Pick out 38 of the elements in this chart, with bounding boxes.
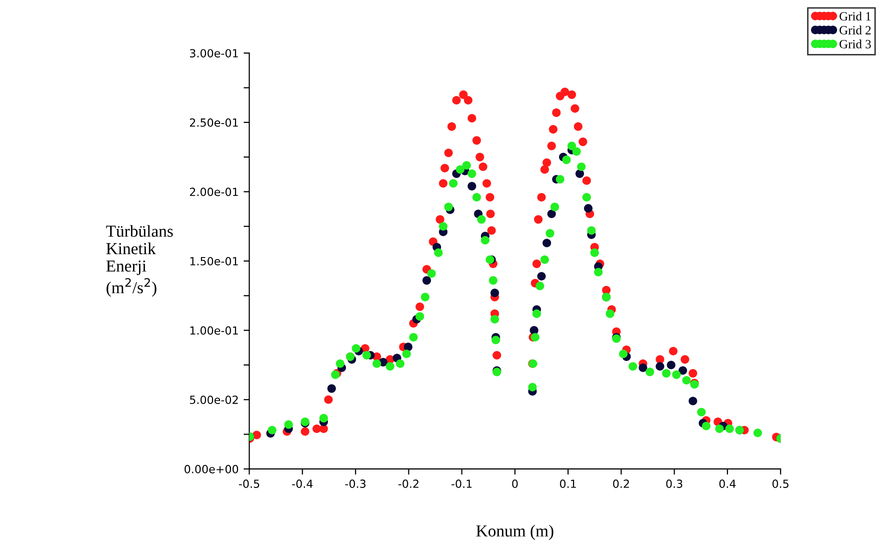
x-tick-label: 0 <box>512 480 518 488</box>
point <box>688 396 698 406</box>
legend-label: Grid 1 <box>840 12 871 21</box>
x-tick-label: -0.4 <box>292 480 313 488</box>
legend-label: Grid 3 <box>840 40 871 48</box>
x-tick-label: -0.5 <box>238 480 260 488</box>
y-tick-label: 1.50e-01 <box>190 256 238 266</box>
point <box>404 342 412 352</box>
point <box>542 238 552 248</box>
y-tick-label: 2.00e-01 <box>190 188 238 196</box>
point <box>422 276 432 285</box>
y-tick-label: 0.00e+00 <box>184 464 238 474</box>
x-tick-label: 0.2 <box>613 480 629 488</box>
point <box>584 204 593 213</box>
y-tick-label: 1.00e-01 <box>190 326 238 335</box>
point <box>468 182 476 190</box>
x-tick-label: 0.1 <box>560 480 576 488</box>
point <box>537 272 546 281</box>
y-axis-title: Türbülans Kinetik Enerji (m$^{2}$/s$^{2}$) <box>106 225 173 297</box>
point <box>327 384 336 393</box>
point <box>638 363 648 372</box>
point <box>656 362 664 371</box>
y-tick-label: 2.50e-01 <box>190 118 238 127</box>
legend-label: Grid 2 <box>840 26 871 34</box>
x-tick-label: -0.3 <box>345 480 366 488</box>
point <box>575 169 584 178</box>
point <box>490 288 500 298</box>
point <box>666 360 676 370</box>
x-tick-label: 0.3 <box>666 480 682 488</box>
y-tick-label: 5.00e-02 <box>190 396 238 404</box>
point <box>547 210 556 218</box>
x-tick-label: -0.1 <box>452 480 472 488</box>
x-tick-label: -0.2 <box>398 480 418 488</box>
point <box>678 366 688 375</box>
y-tick-label: 3.00e-01 <box>190 49 238 58</box>
x-tick-label: 0.4 <box>719 480 736 488</box>
x-axis-title: Konum (m) <box>476 524 554 540</box>
x-tick-label: 0.5 <box>772 480 788 488</box>
